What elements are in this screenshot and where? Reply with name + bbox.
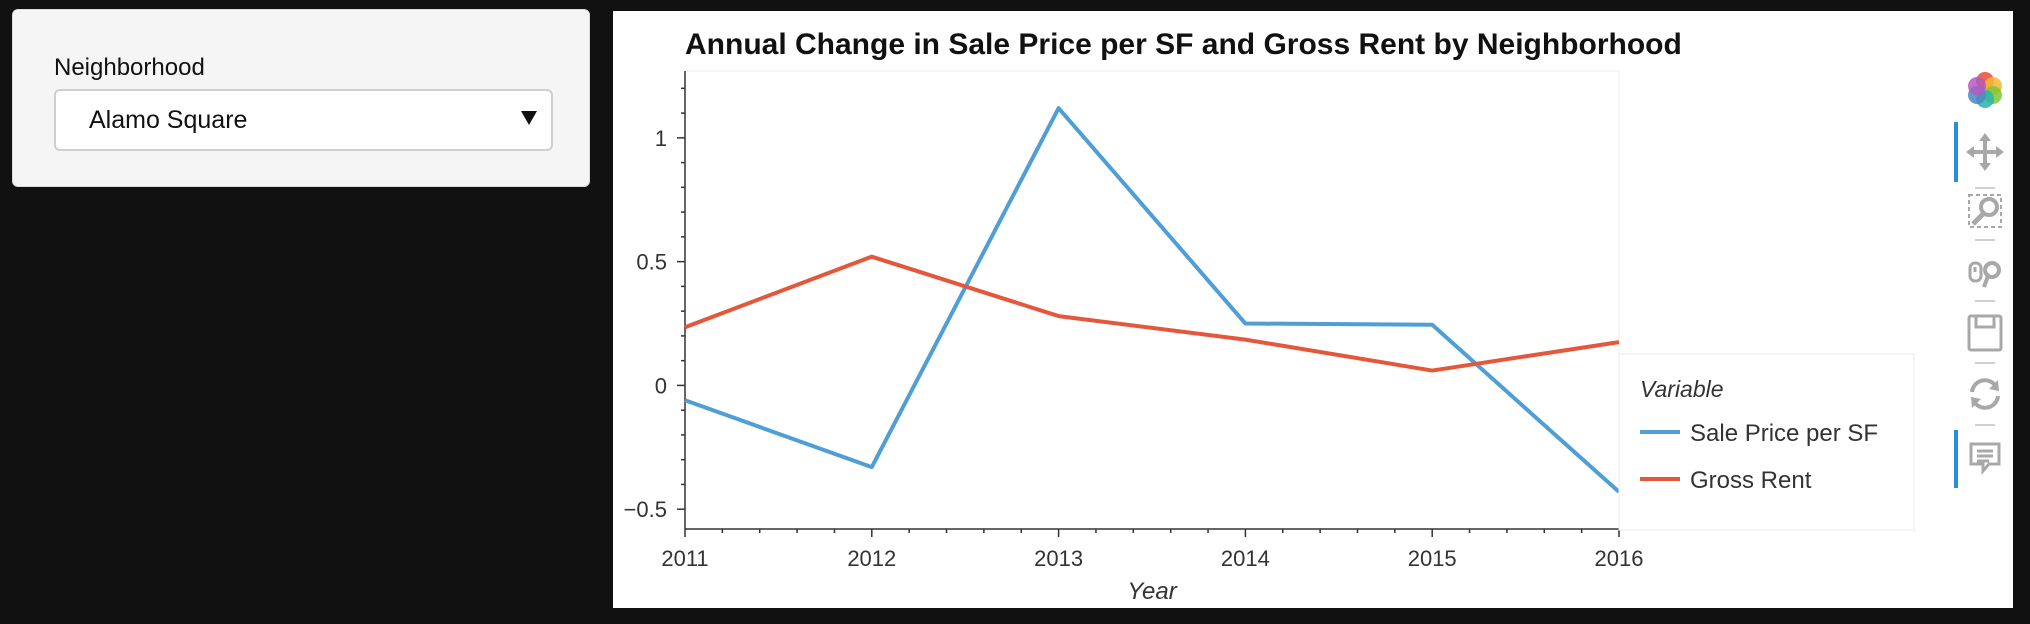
neighborhood-label: Neighborhood bbox=[54, 54, 205, 81]
x-tick-label: 2012 bbox=[847, 546, 896, 571]
pan-icon[interactable] bbox=[1966, 133, 2004, 171]
x-axis-label: Year bbox=[1127, 578, 1177, 605]
legend-box bbox=[1618, 353, 1915, 531]
x-tick-label: 2011 bbox=[661, 546, 708, 571]
wheel-zoom-icon[interactable] bbox=[1968, 261, 2001, 288]
x-tick-label: 2015 bbox=[1408, 546, 1457, 571]
y-tick-label: −0.5 bbox=[624, 497, 667, 522]
legend: Variable Sale Price per SF Gross Rent bbox=[1618, 353, 1915, 531]
x-tick-label: 2013 bbox=[1034, 546, 1083, 571]
axes: −0.5 0 0.5 1 2011 2012 2013 2014 2015 2016 bbox=[624, 71, 1644, 571]
plot-frame bbox=[684, 70, 1620, 530]
series-line-gross-rent[interactable] bbox=[684, 254, 1620, 373]
toolbar bbox=[1954, 72, 2004, 488]
series-line-sale-price-per-sf[interactable] bbox=[684, 106, 1621, 494]
y-tick-label: 1 bbox=[655, 126, 667, 151]
line-chart[interactable]: Annual Change in Sale Price per SF and G… bbox=[613, 11, 2013, 608]
x-tick-label: 2014 bbox=[1221, 546, 1270, 571]
plot-panel: Annual Change in Sale Price per SF and G… bbox=[613, 11, 2013, 608]
chevron-down-icon bbox=[521, 111, 537, 125]
box-zoom-icon[interactable] bbox=[1968, 194, 2002, 228]
reset-icon[interactable] bbox=[1970, 378, 2000, 410]
y-tick-label: 0.5 bbox=[636, 250, 667, 275]
neighborhood-select[interactable]: Alamo Square bbox=[54, 89, 553, 151]
chart-title: Annual Change in Sale Price per SF and G… bbox=[685, 28, 1682, 61]
legend-entry-sale-price: Sale Price per SF bbox=[1690, 420, 1878, 447]
bokeh-logo-icon[interactable] bbox=[1968, 72, 2002, 108]
neighborhood-select-value: Alamo Square bbox=[89, 106, 248, 134]
x-tick-label: 2016 bbox=[1595, 546, 1644, 571]
save-icon[interactable] bbox=[1967, 314, 2003, 352]
legend-title: Variable bbox=[1640, 376, 1724, 402]
legend-entry-gross-rent: Gross Rent bbox=[1690, 467, 1812, 494]
widget-panel: Neighborhood Alamo Square bbox=[12, 9, 590, 187]
hover-icon[interactable] bbox=[1969, 442, 2001, 476]
y-tick-label: 0 bbox=[655, 373, 667, 398]
series-lines bbox=[684, 106, 1621, 494]
